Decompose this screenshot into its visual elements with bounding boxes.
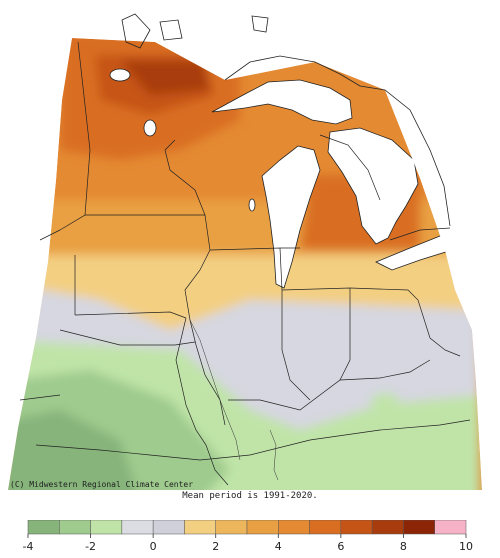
legend-bin — [403, 520, 435, 535]
credit-text: (C) Midwestern Regional Climate Center — [10, 480, 194, 489]
legend-bin — [27, 520, 60, 535]
legend-bin — [434, 520, 467, 535]
great-lakes — [109, 68, 459, 289]
lake-winnebago — [248, 198, 256, 212]
legend-tick-label: -2 — [85, 540, 96, 553]
legend-tick-label: 2 — [212, 540, 219, 553]
legend-bins — [27, 520, 467, 535]
lake-huron — [327, 127, 419, 245]
legend-bin — [309, 520, 342, 535]
legend-bin — [59, 520, 91, 535]
outside-region — [0, 0, 500, 500]
legend-tick-label: 8 — [400, 540, 407, 553]
legend-bin — [246, 520, 279, 535]
lake-michigan — [261, 145, 321, 289]
mean-period-text: Mean period is 1991-2020. — [182, 491, 318, 501]
legend-tick-label: -4 — [23, 540, 34, 553]
legend-bin — [371, 520, 404, 535]
legend-tick-label: 0 — [150, 540, 157, 553]
legend-bin — [121, 520, 154, 535]
legend-bin — [340, 520, 373, 535]
legend-bin — [184, 520, 216, 535]
legend-tick-label: 4 — [275, 540, 282, 553]
color-legend: -4 -2 0 2 4 6 8 10 — [23, 520, 473, 553]
legend-ticks: -4 -2 0 2 4 6 8 10 — [23, 534, 473, 553]
rivers — [189, 319, 279, 481]
lake-superior — [211, 79, 353, 125]
legend-tick-label: 6 — [337, 540, 344, 553]
state-borders — [19, 41, 471, 486]
legend-bin — [152, 520, 185, 535]
legend-tick-label: 10 — [459, 540, 473, 553]
canada-coastline — [121, 13, 451, 241]
temperature-departure-map — [0, 0, 500, 500]
legend-bin — [215, 520, 248, 535]
legend-bin — [90, 520, 123, 535]
upper-red-lake — [109, 68, 131, 82]
legend-bin — [278, 520, 310, 535]
lake-mille-lacs — [143, 119, 157, 137]
